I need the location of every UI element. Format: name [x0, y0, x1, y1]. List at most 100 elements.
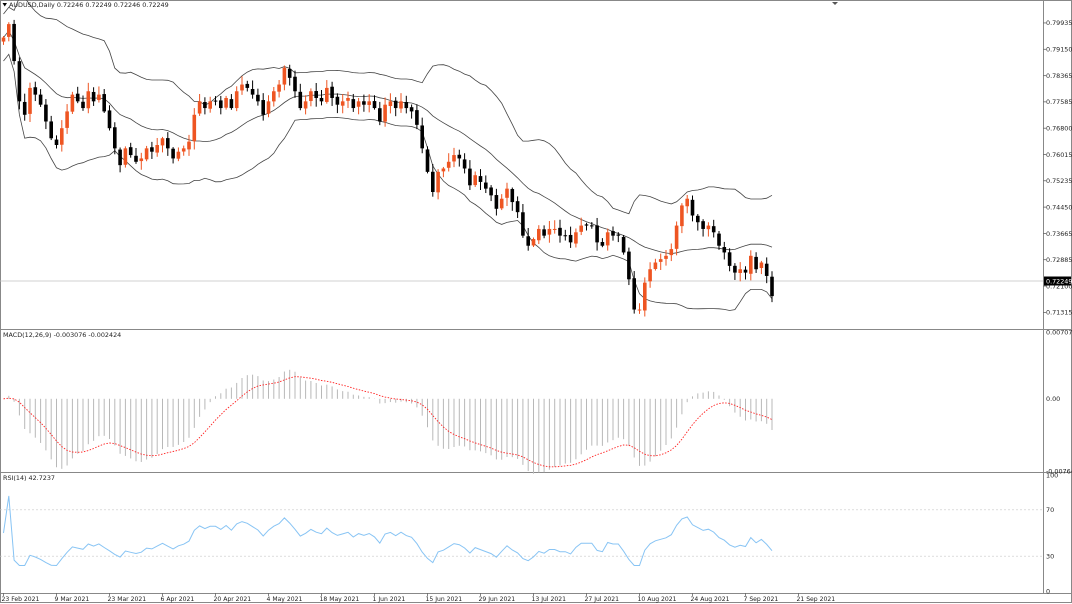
candle — [510, 187, 515, 211]
candle — [256, 88, 260, 106]
candle-body — [303, 101, 308, 109]
candle-body — [441, 168, 446, 172]
candle — [462, 153, 467, 174]
candle-body — [187, 141, 191, 150]
candle — [362, 94, 366, 112]
candle-body — [685, 198, 689, 207]
candle-body — [128, 147, 133, 156]
candle — [213, 96, 218, 106]
axes: 0.79935 0.79150 0.78365 0.77585 0.76800 0.760… — [2, 19, 1072, 603]
time-tick-label: 23 Mar 2021 — [108, 596, 147, 603]
candle — [192, 108, 197, 150]
candle-body — [706, 225, 711, 230]
candle-body — [54, 139, 59, 145]
candle — [17, 57, 22, 110]
rsi-tick-label: 30 — [1046, 553, 1054, 561]
candle — [261, 93, 265, 121]
candle — [452, 147, 456, 168]
candle — [701, 219, 705, 237]
candle — [7, 22, 11, 42]
candle — [245, 80, 250, 92]
candle-body — [658, 259, 663, 262]
chart-header: AUDUSD,Daily 0.72246 0.72249 0.72246 0.7… — [9, 1, 169, 9]
candle — [722, 241, 727, 260]
candle — [113, 122, 117, 155]
candle — [521, 204, 525, 238]
candle-body — [91, 91, 96, 102]
candle — [515, 196, 520, 218]
bollinger-upper — [3, 0, 773, 215]
candle-body — [7, 24, 11, 37]
candle-body — [171, 148, 175, 159]
candle-body — [579, 225, 583, 232]
candle — [298, 83, 303, 111]
candle — [234, 86, 239, 112]
candle — [282, 65, 287, 91]
candle-body — [727, 252, 732, 266]
candle-body — [563, 235, 568, 237]
candle-body — [330, 86, 334, 98]
candle-body — [701, 221, 705, 229]
candle-body — [356, 101, 361, 107]
candle-body — [590, 225, 594, 227]
candle-body — [446, 161, 451, 168]
candle — [563, 229, 568, 241]
candle — [150, 141, 154, 159]
candle-body — [733, 265, 737, 273]
rsi-panel[interactable] — [0, 495, 1043, 567]
candle-body — [113, 127, 117, 149]
candle-body — [404, 102, 409, 109]
candle-body — [568, 234, 573, 243]
candle — [38, 89, 43, 107]
candle-body — [139, 158, 144, 162]
price-tick-label: 0.74450 — [1046, 203, 1072, 211]
candle-body — [97, 94, 101, 101]
candle — [494, 188, 499, 216]
candle — [139, 152, 144, 170]
candle — [44, 99, 48, 130]
time-tick-label: 9 Mar 2021 — [55, 596, 90, 603]
price-tick-label: 0.71315 — [1046, 309, 1072, 317]
candle-body — [176, 151, 181, 159]
macd-panel[interactable] — [3, 369, 773, 474]
candle — [558, 219, 562, 243]
price-tick-label: 0.79935 — [1046, 19, 1072, 27]
candle-body — [287, 68, 292, 78]
candle — [616, 232, 621, 243]
candle-body — [653, 262, 658, 269]
candle — [346, 91, 350, 109]
time-tick-label: 15 Jun 2021 — [426, 596, 463, 603]
candle — [446, 153, 451, 172]
candle-body — [81, 101, 85, 109]
time-tick-label: 6 Apr 2021 — [161, 596, 195, 603]
candle — [547, 221, 552, 243]
candle — [181, 145, 186, 156]
candle — [351, 93, 356, 112]
candle-body — [240, 84, 244, 91]
candle-body — [245, 83, 250, 88]
candle-body — [711, 226, 716, 233]
candle — [1, 35, 6, 45]
rsi-tick-label: 0 — [1046, 587, 1050, 595]
candle — [86, 82, 91, 114]
candle-body — [574, 232, 578, 244]
rsi-label: RSI(14) 42.7237 — [3, 474, 55, 482]
candle — [208, 96, 212, 113]
candle — [420, 117, 424, 154]
price-panel[interactable] — [0, 0, 1043, 317]
scroll-marker-icon[interactable] — [832, 2, 838, 5]
candle — [367, 94, 371, 113]
candle — [632, 271, 636, 314]
candle — [611, 226, 615, 241]
candle-body — [362, 101, 366, 105]
candle — [335, 93, 340, 114]
candle — [680, 203, 684, 234]
macd-tick-label: 0.00 — [1046, 395, 1060, 403]
triangle-down-icon[interactable] — [2, 3, 8, 7]
candle — [764, 257, 769, 284]
price-tick-label: 0.76015 — [1046, 151, 1072, 159]
candle-body — [325, 87, 329, 102]
candle — [658, 253, 663, 270]
candle-body — [505, 188, 509, 198]
